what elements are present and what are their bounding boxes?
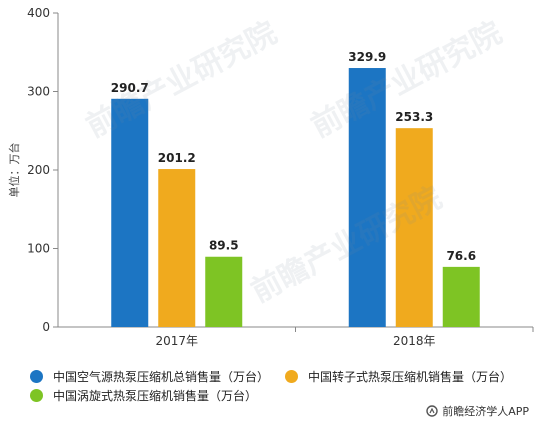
y-tick-label: 300	[27, 85, 50, 99]
chart-legend: 中国空气源热泵压缩机总销售量（万台） 中国转子式热泵压缩机销售量（万台） 中国涡…	[0, 360, 537, 425]
bar	[442, 266, 480, 327]
bar	[158, 169, 196, 327]
legend-swatch	[285, 370, 298, 383]
credit-logo-icon	[426, 405, 438, 417]
bar-value-label: 201.2	[158, 151, 196, 165]
chart-bars	[111, 68, 480, 327]
legend-label: 中国空气源热泵压缩机总销售量（万台）	[53, 370, 270, 384]
y-tick-label: 0	[42, 320, 50, 334]
legend-item: 中国空气源热泵压缩机总销售量（万台）	[30, 368, 269, 385]
bar-value-label: 89.5	[209, 239, 239, 253]
legend-label: 中国转子式热泵压缩机销售量（万台）	[308, 370, 513, 384]
bar	[348, 68, 386, 327]
chart-data-labels: 290.7 201.2 89.5 329.9 253.3 76.6	[111, 50, 476, 263]
x-tick-label: 2017年	[155, 334, 198, 348]
bar	[205, 256, 243, 327]
bar	[395, 128, 433, 327]
legend-swatch	[30, 389, 43, 402]
source-credit: 前瞻经济学人APP	[426, 403, 529, 419]
x-tick-label: 2018年	[393, 334, 436, 348]
y-tick-label: 100	[27, 242, 50, 256]
bar-value-label: 329.9	[348, 50, 386, 64]
bar-value-label: 76.6	[446, 249, 476, 263]
legend-swatch	[30, 370, 43, 383]
legend-label: 中国涡旋式热泵压缩机销售量（万台）	[53, 389, 258, 403]
y-axis-label: 单位：万台	[7, 143, 21, 198]
legend-item: 中国转子式热泵压缩机销售量（万台）	[285, 368, 512, 385]
y-tick-label: 400	[27, 6, 50, 20]
legend-item: 中国涡旋式热泵压缩机销售量（万台）	[30, 387, 257, 404]
credit-text: 前瞻经济学人APP	[442, 405, 529, 418]
y-tick-label: 200	[27, 163, 50, 177]
bar-chart: 0 100 200 300 400 单位：万台 2017年 2018年 290.7 201.2 8…	[7, 6, 534, 348]
bar	[111, 98, 149, 327]
bar-value-label: 253.3	[395, 110, 433, 124]
bar-value-label: 290.7	[111, 81, 149, 95]
